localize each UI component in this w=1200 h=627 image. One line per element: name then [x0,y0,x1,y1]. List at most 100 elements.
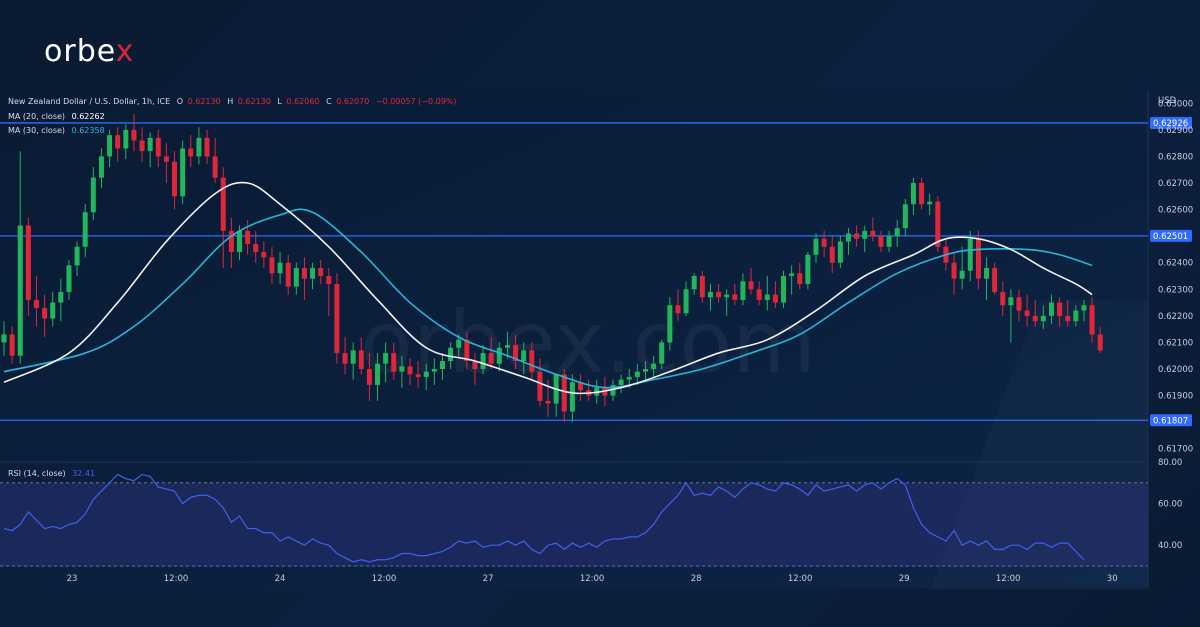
candle [496,342,502,372]
candle [1081,299,1087,322]
legend-rsi-value: 32.41 [72,469,95,478]
candle-body [919,183,925,205]
candle [277,252,283,284]
time-tick-label: 12:00 [996,574,1021,584]
candle [642,361,648,380]
candle-body [513,345,519,362]
candle-body [789,273,795,276]
candle [439,353,445,380]
candle-body [464,339,470,362]
candle-body [716,291,722,298]
svg-text:RSI (14, close) 32.41: RSI (14, close) 32.41 [8,469,95,478]
candle [829,236,835,274]
candle [659,339,665,369]
candle-body [277,262,283,274]
candle [123,124,129,160]
candle-body [537,371,543,401]
candle-body [366,369,372,385]
candle-body [651,363,657,369]
price-tick-label: 0.62200 [1158,312,1193,322]
candle [1073,305,1079,327]
candle-body [123,129,129,149]
price-tick-label: 0.62600 [1158,206,1193,216]
candle-body [529,350,535,372]
candle-body [951,262,957,279]
time-tick-label: 12:00 [788,574,813,584]
candle-body [821,238,827,247]
candle-body [626,376,632,380]
candle-body [642,369,648,372]
candle [147,132,153,168]
candle-body [220,177,226,231]
legend-ma20-label: MA (20, close) [8,112,65,121]
candle-body [699,276,705,298]
candle-body [1097,334,1103,351]
candle [634,363,640,385]
candle [58,278,64,322]
candle [610,379,616,401]
price-tick-label: 0.62700 [1158,179,1193,189]
candle-body [724,294,730,298]
candle-body [967,238,973,271]
candle-body [33,299,39,308]
candle-body [984,268,990,279]
candle [212,137,218,183]
rsi-line [3,473,1085,563]
candle-body [480,353,486,369]
candle [984,257,990,300]
candle [1032,299,1038,327]
candle-body [1081,305,1087,311]
candle [488,337,494,369]
candle [675,289,681,322]
price-tick-label: 0.62300 [1158,285,1193,295]
candle-body [902,204,908,229]
candle [1,321,7,356]
candle-body [756,289,762,300]
candle [163,143,169,183]
candle-body [992,268,998,292]
candle [1089,297,1095,343]
candle [1097,326,1103,354]
candle-body [1073,310,1079,322]
candle [180,140,186,205]
candle-body [342,353,348,364]
candle-body [488,353,494,364]
candle [366,353,372,401]
candle [375,353,381,401]
candle-body [293,268,299,287]
candle [98,148,104,189]
candle-body [781,276,787,303]
candle-body [837,241,843,263]
candle [935,196,941,253]
candle-body [870,230,876,237]
price-tick-label: 0.62000 [1158,365,1193,375]
candle [764,276,770,311]
candle [399,355,405,388]
candle-body [253,244,259,253]
level-tag-label: 0.61807 [1153,416,1188,426]
candle-body [829,246,835,263]
legend-ma30-value: 0.62358 [72,126,105,135]
candle [9,326,15,364]
candle [1024,294,1030,327]
candle [513,334,519,369]
candle [456,334,462,359]
candle-body [740,281,746,300]
candle-body [927,201,933,205]
candle-body [1048,302,1054,316]
candle [854,225,860,247]
candle [772,281,778,308]
candle [1008,289,1014,343]
time-tick-label: 12:00 [372,574,397,584]
candle [683,281,689,316]
candle-body [399,366,405,372]
candle [228,217,234,269]
candle-body [107,135,113,157]
candle-body [261,252,267,258]
legend-symbol: New Zealand Dollar / U.S. Dollar, 1h, IC… [8,97,170,106]
candle [870,217,876,242]
svg-text:MA (20, close) 0.62262: MA (20, close) 0.62262 [8,112,105,121]
legend-h-value: 0.62130 [238,97,271,106]
candle-body [472,361,478,369]
